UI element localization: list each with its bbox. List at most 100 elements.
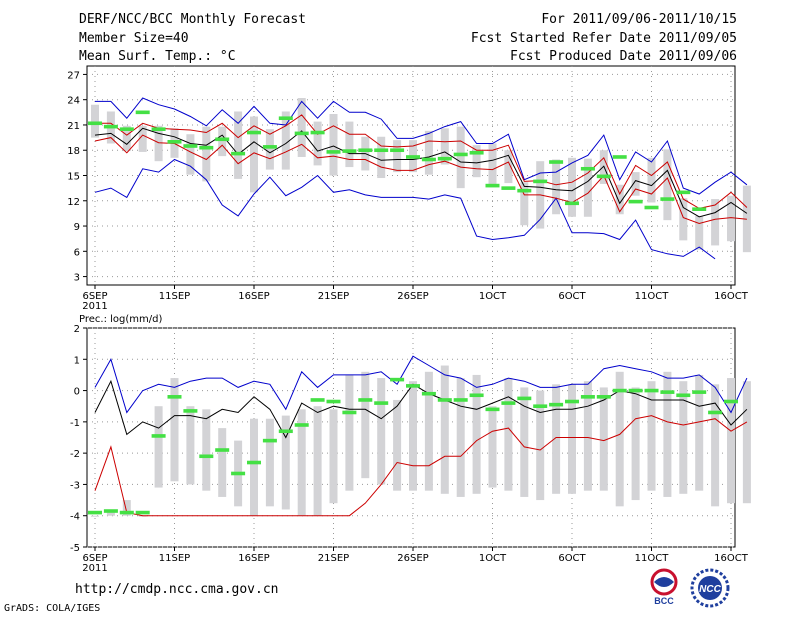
series-line-p10 <box>94 415 748 517</box>
ncc-logo-text: NCC <box>699 584 721 595</box>
median-marker <box>437 156 452 161</box>
median-marker <box>247 130 261 135</box>
box-bar <box>440 365 449 494</box>
series-line-max <box>95 97 748 195</box>
box-bar <box>345 121 354 168</box>
box-bar <box>552 159 561 215</box>
box-bar <box>154 406 163 488</box>
median-marker <box>565 201 579 206</box>
median-marker <box>469 150 484 155</box>
forecast-range: For 2011/09/06-2011/10/15 <box>541 12 737 27</box>
chart-title: DERF/NCC/BCC Monthly Forecast <box>79 12 306 27</box>
y-tick-label: 1 <box>74 355 80 366</box>
median-marker <box>565 399 579 404</box>
median-marker <box>660 197 675 201</box>
median-marker <box>151 434 166 438</box>
x-tick-label: 16SEP <box>238 291 269 302</box>
median-marker <box>612 388 627 393</box>
y-tick-label: -2 <box>70 449 80 460</box>
x-tick-label: 1OCT <box>479 291 507 302</box>
box-bar <box>583 381 592 491</box>
box-bar <box>250 418 258 516</box>
median-marker <box>294 131 309 136</box>
box-bar <box>297 98 306 157</box>
box-bar <box>679 381 688 494</box>
grads-credit: GrADS: COLA/IGES <box>4 603 101 614</box>
box-bar <box>615 371 624 507</box>
box-bar <box>520 387 529 497</box>
box-bar <box>313 121 322 166</box>
box-bar <box>663 149 672 221</box>
box-bar <box>456 126 465 189</box>
median-marker <box>469 393 484 398</box>
median-marker <box>358 398 373 402</box>
median-marker <box>612 155 627 159</box>
median-marker <box>358 148 373 153</box>
median-marker <box>262 438 277 443</box>
median-marker <box>421 391 436 396</box>
median-marker <box>406 155 420 159</box>
series-line-p90 <box>95 114 748 209</box>
median-marker <box>708 410 723 415</box>
median-marker <box>644 388 659 393</box>
box-bar <box>440 128 449 165</box>
median-marker <box>167 395 182 399</box>
median-marker <box>199 454 214 459</box>
median-marker <box>676 190 691 195</box>
box-bar <box>631 387 640 501</box>
box-bar <box>536 390 545 501</box>
median-marker <box>580 166 595 171</box>
median-marker <box>88 121 102 126</box>
box-bar <box>393 399 402 491</box>
x-tick-year: 2011 <box>82 301 107 312</box>
box-bar <box>679 198 688 241</box>
box-bar <box>504 378 513 491</box>
bcc-logo-icon: BCC <box>650 568 678 606</box>
median-marker <box>628 199 643 204</box>
box-bar <box>631 172 640 196</box>
median-marker <box>596 174 611 179</box>
y-tick-label: -1 <box>70 418 80 429</box>
x-tick-label: 1OCT <box>479 553 507 564</box>
box-bar <box>409 381 417 491</box>
box-bar <box>552 384 561 494</box>
y-tick-label: -3 <box>70 480 80 491</box>
box-bar <box>250 116 258 193</box>
member-size: Member Size=40 <box>79 31 189 46</box>
bcc-logo-text: BCC <box>654 596 674 606</box>
series-line-min <box>94 158 716 260</box>
median-marker <box>644 205 659 210</box>
box-bar <box>695 374 704 491</box>
median-marker <box>88 510 102 515</box>
x-tick-label: 11OCT <box>635 553 670 564</box>
precip-panel-title: Prec.: log(mm/d) <box>79 314 162 325</box>
box-bar <box>329 409 338 504</box>
box-bar <box>281 111 290 170</box>
box-bar <box>663 371 672 497</box>
box-bar <box>297 409 306 516</box>
median-marker <box>294 423 309 427</box>
forecast-started-date: Fcst Started Refer Date 2011/09/05 <box>470 31 737 46</box>
x-tick-label: 6OCT <box>558 553 586 564</box>
median-marker <box>421 157 436 162</box>
source-url[interactable]: http://cmdp.ncc.cma.gov.cn <box>75 582 279 597</box>
median-marker <box>183 144 198 148</box>
median-marker <box>310 130 325 135</box>
median-marker <box>485 407 500 412</box>
box-bar <box>218 126 227 157</box>
box-bar <box>742 381 751 504</box>
median-marker <box>326 399 341 404</box>
y-tick-label: 18 <box>67 146 80 157</box>
y-tick-label: 24 <box>67 96 80 107</box>
box-bar <box>106 512 115 516</box>
box-bar <box>568 384 576 494</box>
y-tick-label: 27 <box>67 70 80 81</box>
median-marker <box>231 471 246 476</box>
x-tick-label: 26SEP <box>397 291 428 302</box>
y-tick-label: -5 <box>70 543 80 554</box>
median-marker <box>517 188 532 193</box>
box-bar <box>727 195 735 242</box>
